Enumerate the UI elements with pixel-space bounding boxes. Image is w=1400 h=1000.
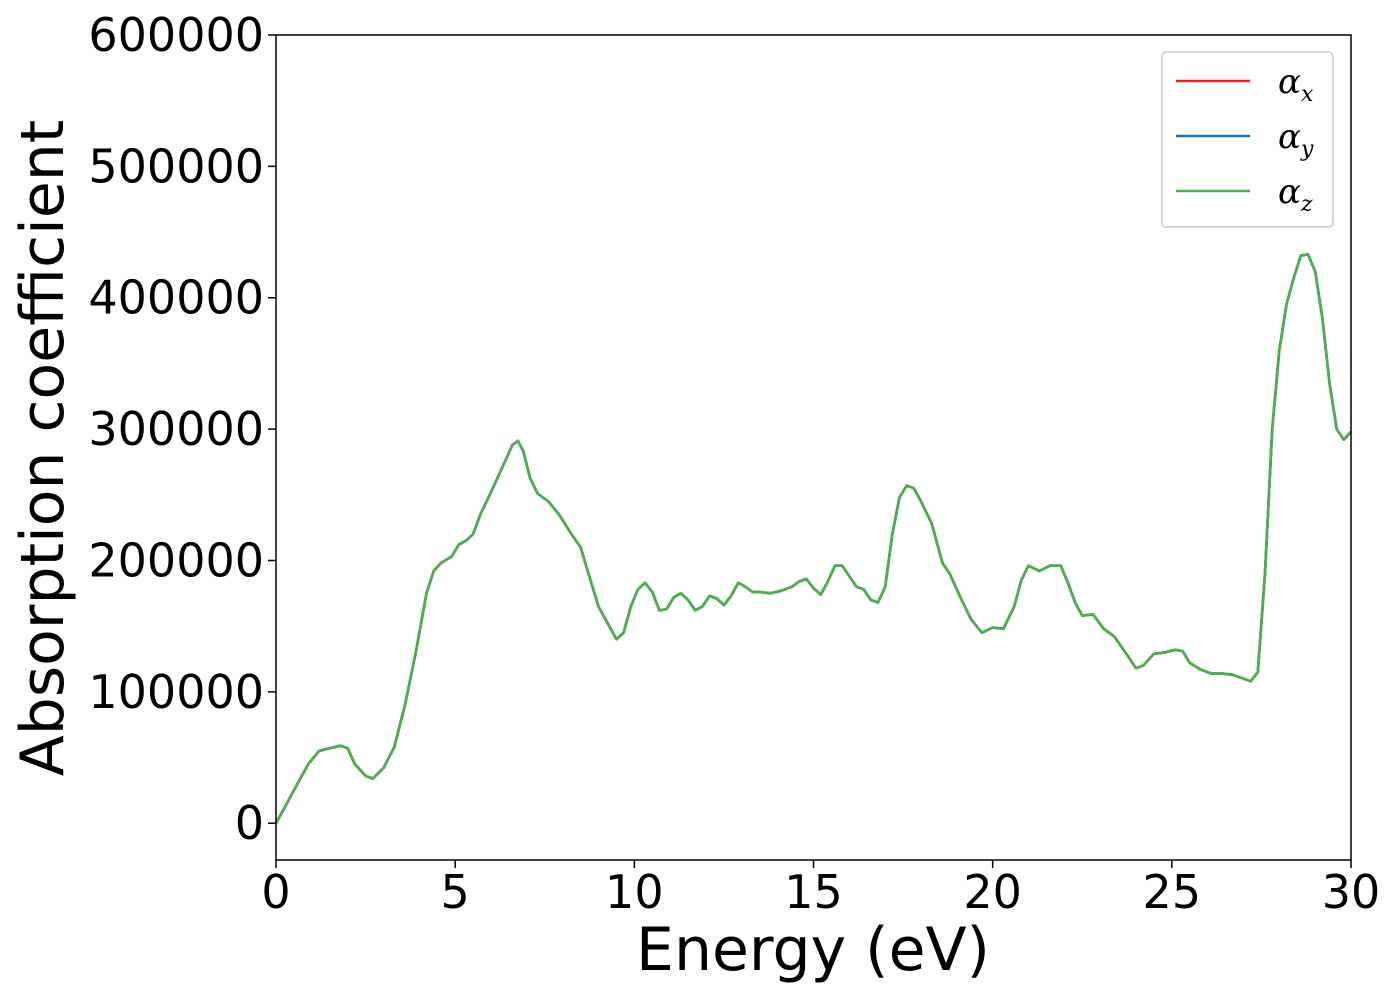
series-layer xyxy=(274,253,1352,824)
series-line-y xyxy=(274,253,1352,824)
y-tick-label: 400000 xyxy=(88,271,264,325)
legend-label-y: αy xyxy=(1278,117,1314,162)
legend-label-z: αz xyxy=(1278,172,1313,217)
x-tick-label: 20 xyxy=(963,865,1022,919)
x-tick-label: 25 xyxy=(1143,865,1202,919)
series-line-x xyxy=(274,253,1352,824)
x-axis-title: Energy (eV) xyxy=(636,915,990,985)
y-tick-label: 100000 xyxy=(88,665,264,719)
legend-frame xyxy=(1161,51,1334,228)
y-axis-title: Absorption coefficient xyxy=(8,120,78,777)
y-tick-label: 500000 xyxy=(88,139,264,193)
x-axis-ticks: 0 5 10 15 20 25 30 xyxy=(261,860,1380,919)
legend: αx αy αz xyxy=(1161,51,1334,228)
y-tick-label: 300000 xyxy=(88,402,264,456)
x-tick-label: 0 xyxy=(261,865,290,919)
legend-label-x: αx xyxy=(1278,62,1314,107)
x-tick-label: 5 xyxy=(441,865,470,919)
x-tick-label: 15 xyxy=(784,865,843,919)
y-axis-ticks: 0 100000 200000 300000 400000 500000 600000 xyxy=(88,8,276,850)
series-line-z xyxy=(274,253,1352,824)
x-tick-label: 30 xyxy=(1322,865,1381,919)
y-tick-label: 200000 xyxy=(88,533,264,587)
x-tick-label: 10 xyxy=(605,865,664,919)
y-tick-label: 0 xyxy=(235,796,264,850)
y-tick-label: 600000 xyxy=(88,8,264,62)
